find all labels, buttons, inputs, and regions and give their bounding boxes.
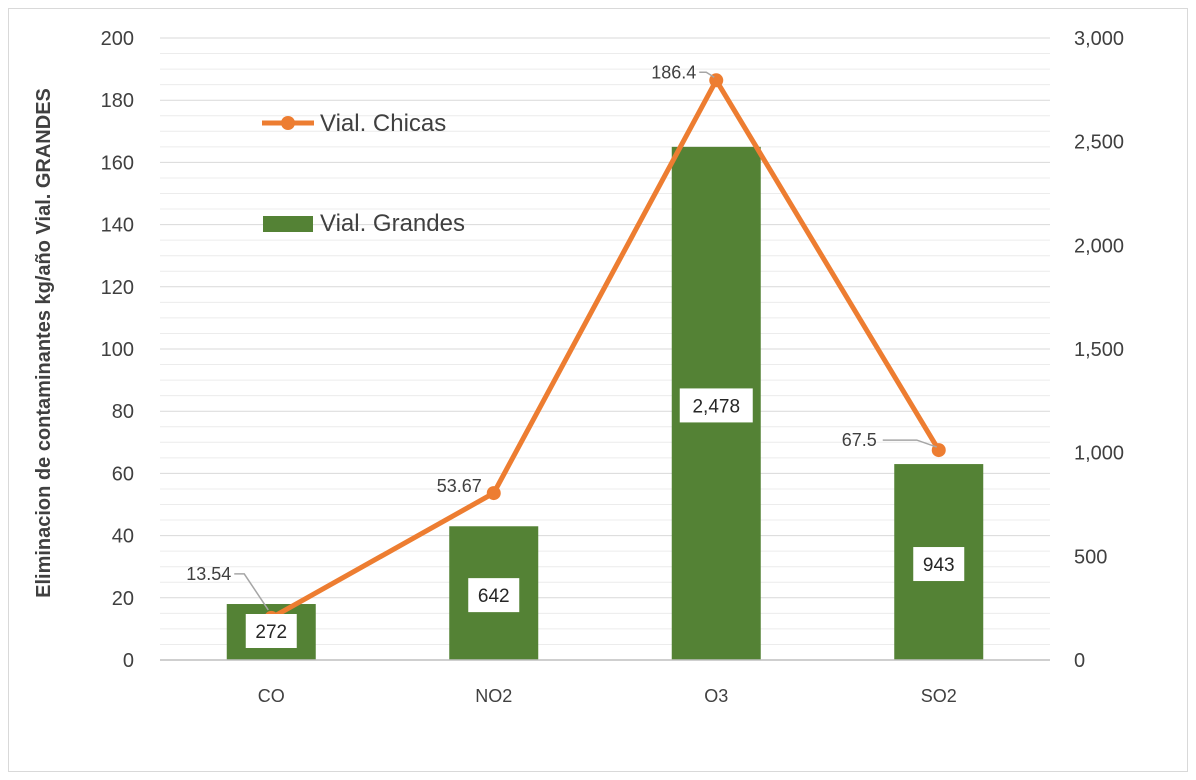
line-value-label: 13.54	[186, 564, 231, 584]
bar-value-label-box	[913, 547, 965, 582]
legend-label-line: Vial. Chicas	[320, 110, 446, 137]
bar-value-label-box	[679, 388, 753, 423]
y2-tick-label: 2,500	[1074, 132, 1124, 154]
y-tick-label: 40	[112, 526, 134, 548]
bar-value-label: 2,478	[679, 388, 753, 423]
bar-value-label-box	[245, 614, 297, 648]
y2-tick-label: 500	[1074, 546, 1107, 568]
legend-label-bar: Vial. Grandes	[320, 210, 465, 237]
x-tick-label: NO2	[475, 686, 512, 706]
legend: Vial. Chicas Vial. Grandes	[262, 110, 465, 237]
legend-line-marker	[281, 116, 295, 130]
y2-tick-label: 2,000	[1074, 235, 1124, 257]
y-tick-label: 160	[101, 152, 134, 174]
y-tick-label: 0	[123, 650, 134, 672]
bar-value-label: 943	[913, 547, 965, 582]
bar-value-label-text: 2,478	[692, 396, 740, 417]
legend-bar-swatch	[263, 216, 313, 232]
line-value-label: 67.5	[842, 430, 877, 450]
y2-tick-label: 0	[1074, 650, 1085, 672]
x-tick-label: SO2	[921, 686, 957, 706]
y-tick-label: 200	[101, 28, 134, 50]
y-tick-label: 20	[112, 588, 134, 610]
y-tick-label: 80	[112, 401, 134, 423]
x-tick-label: CO	[258, 686, 285, 706]
line-label-leader	[882, 439, 937, 448]
line-label-leader	[234, 573, 269, 611]
series-line	[270, 77, 941, 621]
y-tick-label: 180	[101, 90, 134, 112]
line-value-label: 186.4	[651, 62, 696, 82]
line-label-leader	[699, 71, 715, 78]
line-marker	[486, 486, 501, 501]
y-tick-label: 120	[101, 277, 134, 299]
line-value-label: 53.67	[437, 476, 482, 496]
bar-value-label-text: 272	[255, 622, 287, 643]
x-tick-label: O3	[704, 686, 728, 706]
bar-value-label-text: 642	[478, 586, 510, 607]
bar-value-label: 642	[468, 578, 520, 613]
line-marker	[931, 443, 946, 458]
bar-value-label-text: 943	[923, 555, 955, 576]
y2-tick-label: 1,500	[1074, 339, 1124, 361]
data-labels: 272 642 2,478 943 13.54 53.67 186.4 67.5	[186, 62, 965, 648]
y-tick-label: 100	[101, 339, 134, 361]
y-axis-label: Eliminacion de contaminantes kg/año Vial…	[33, 88, 55, 598]
y-tick-label: 140	[101, 215, 134, 237]
y-tick-label: 60	[112, 463, 134, 485]
bar-value-label: 272	[245, 614, 297, 648]
y2-tick-label: 1,000	[1074, 443, 1124, 465]
y2-tick-label: 3,000	[1074, 28, 1124, 50]
bar-value-label-box	[468, 578, 520, 613]
axes: 0 20 40 60 80 100 120 140 160 180 200 0 500 1,000 1,50…	[101, 28, 1124, 706]
